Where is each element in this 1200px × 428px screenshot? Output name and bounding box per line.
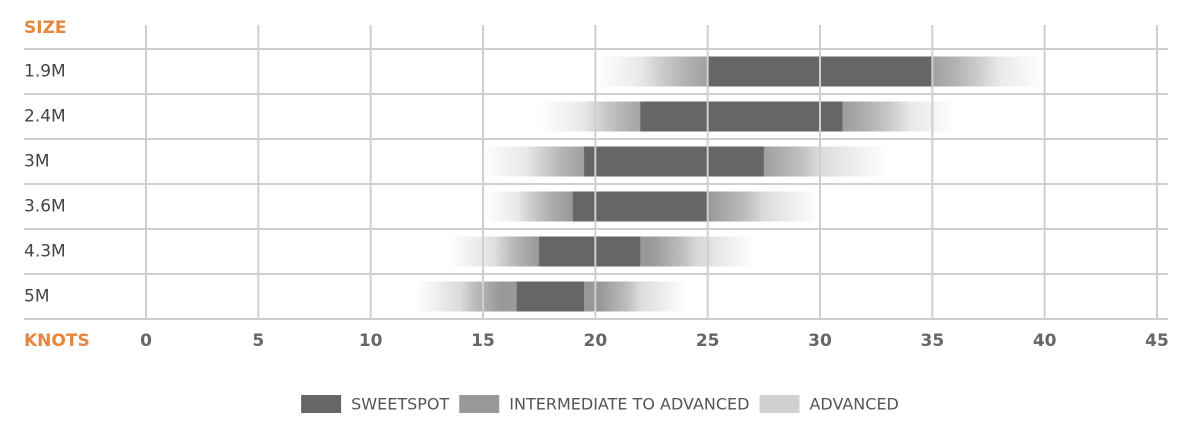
y-axis-label: SIZE (24, 18, 67, 38)
y-tick-label: 4.3M (24, 242, 66, 262)
legend-label: ADVANCED (809, 395, 898, 414)
x-tick-label: 40 (1033, 331, 1057, 351)
x-tick-label: 20 (583, 331, 607, 351)
y-tick-label: 3M (24, 152, 49, 172)
range-bar (572, 191, 708, 222)
x-tick-label: 35 (920, 331, 944, 351)
legend-swatch (301, 395, 342, 413)
legend: SWEETSPOT INTERMEDIATE TO ADVANCED ADVANCE… (301, 395, 899, 414)
range-bar (640, 101, 843, 132)
y-tick-label: 2.4M (24, 107, 66, 127)
range-bar (584, 146, 764, 177)
x-tick-label: 45 (1145, 331, 1169, 351)
y-tick-label: 3.6M (24, 197, 66, 217)
range-bar (516, 281, 585, 312)
x-tick-label: 30 (808, 331, 832, 351)
x-tick-label: 10 (359, 331, 383, 351)
x-tick-label: 0 (140, 331, 152, 351)
legend-swatch (459, 395, 500, 413)
y-tick-label: 1.9M (24, 62, 66, 82)
legend-label: SWEETSPOT (351, 395, 449, 414)
range-bar (539, 236, 641, 267)
y-tick-label: 5M (24, 287, 49, 307)
legend-label: INTERMEDIATE TO ADVANCED (509, 395, 749, 414)
x-axis-label: KNOTS (24, 331, 90, 351)
legend-swatch (759, 395, 800, 413)
x-tick-label: 25 (696, 331, 720, 351)
x-tick-label: 15 (471, 331, 495, 351)
x-tick-label: 5 (252, 331, 264, 351)
